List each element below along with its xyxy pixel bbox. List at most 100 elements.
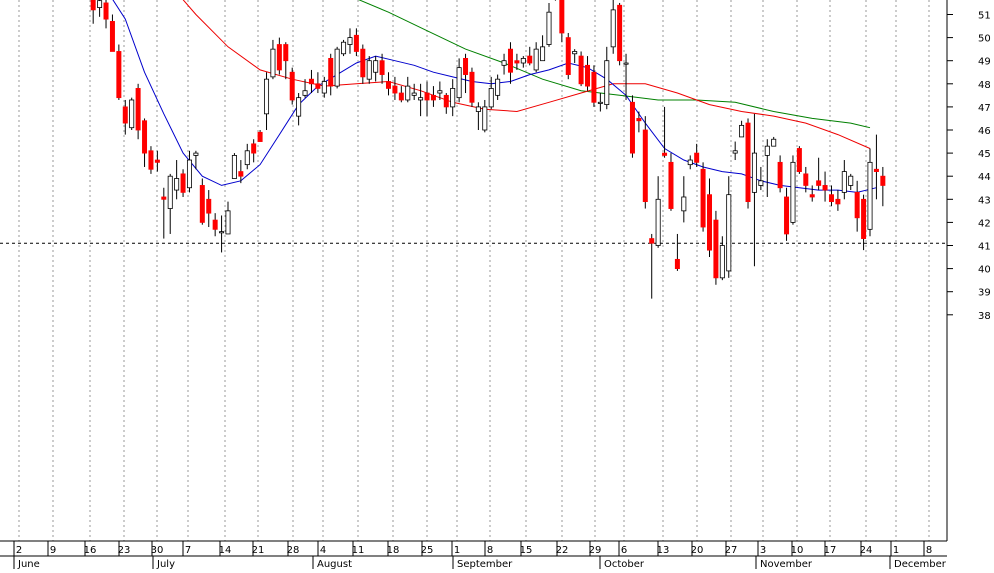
moving-average-slow (358, 0, 871, 129)
candle-body-down (585, 64, 591, 87)
moving-averages (112, 0, 877, 193)
candle (745, 118, 751, 209)
candle (835, 190, 841, 211)
candle-body-down (212, 219, 218, 230)
candle-body-down (251, 143, 257, 154)
candle (385, 72, 391, 96)
candle-body-up (270, 48, 276, 78)
candle-body-up (231, 155, 237, 179)
candle (206, 190, 212, 228)
candle (264, 72, 270, 130)
candle (450, 79, 456, 117)
candle (739, 120, 745, 138)
candle (122, 99, 128, 135)
candle (809, 185, 815, 202)
candle-body-up (244, 150, 250, 166)
candle (231, 153, 237, 179)
x-tick-label: 10 (791, 545, 804, 556)
candle (861, 194, 867, 251)
candle (848, 173, 854, 191)
x-tick-label: 3 (760, 545, 766, 556)
candle-body-up (186, 159, 192, 189)
candle-body-up (193, 152, 199, 156)
candle (418, 83, 424, 117)
candle-body-down (385, 81, 391, 89)
month-label: August (317, 559, 352, 569)
y-tick-label: 47 (978, 103, 991, 114)
candle-body-down (822, 185, 828, 191)
candle-body-down (662, 152, 668, 156)
candle-body-up (334, 48, 340, 87)
candle-body-down (861, 198, 867, 239)
y-tick-label: 49 (978, 57, 991, 68)
month-label: October (604, 559, 645, 569)
candle (488, 76, 494, 110)
candle (430, 86, 436, 107)
candle-body-down (707, 194, 713, 251)
y-tick-label: 40 (978, 265, 991, 276)
candle-body-up (848, 175, 854, 186)
y-tick-label: 45 (978, 149, 991, 160)
candle-body-down (360, 48, 366, 78)
candle (270, 39, 276, 80)
candle (276, 37, 282, 75)
candle (507, 42, 513, 84)
candle (629, 95, 635, 158)
candle (308, 69, 314, 94)
x-tick-label: 14 (219, 545, 232, 556)
candle (758, 166, 764, 191)
candle-body-up (732, 150, 738, 154)
candle (90, 0, 96, 24)
candle-body-down (392, 85, 398, 94)
candle (334, 46, 340, 89)
candle (501, 53, 507, 75)
candle (315, 72, 321, 94)
candle (700, 162, 706, 232)
candle-body-down (328, 57, 334, 87)
candle (97, 0, 103, 17)
y-tick-label: 43 (978, 195, 991, 206)
candle (353, 28, 359, 57)
candle-body-down (238, 171, 244, 177)
candle (174, 160, 180, 200)
candle (495, 74, 501, 100)
candle (732, 141, 738, 161)
candle (129, 97, 135, 130)
x-tick-label: 9 (50, 545, 56, 556)
candle (289, 67, 295, 105)
candle-body-down (880, 175, 886, 186)
candle (142, 118, 148, 167)
candle (180, 169, 186, 197)
candle-body-down (257, 131, 263, 142)
candle (610, 0, 616, 54)
candle-body-down (289, 71, 295, 101)
x-axis-ticks: 2 9 16 23 30 7 14 21 28 4 11 18 25 1 8 15 22 29 6 13 20 27 3 10… (13, 541, 947, 570)
x-tick-label: 25 (421, 545, 434, 556)
x-tick-label: 11 (352, 545, 365, 556)
candle (707, 178, 713, 258)
candle-body-up (751, 152, 757, 193)
candle (199, 178, 205, 225)
candle-body-down (578, 55, 584, 85)
candle-body-down (276, 44, 282, 71)
candle (366, 56, 372, 84)
candle-body-down (803, 173, 809, 186)
candle-body-down (674, 258, 680, 269)
candle-body-up (610, 9, 616, 48)
candle (154, 150, 160, 172)
candle-body-down (206, 198, 212, 214)
candle-body-up (681, 196, 687, 212)
y-tick-label: 38 (978, 311, 991, 322)
moving-average-fast (112, 0, 877, 193)
candle-body-up (546, 11, 552, 45)
x-tick-label: 21 (252, 545, 265, 556)
candle-body-up (167, 175, 173, 209)
candle (482, 99, 488, 133)
candle (321, 76, 327, 98)
candle-body-down (565, 37, 571, 75)
month-label: June (17, 559, 40, 569)
candle-body-down (854, 191, 860, 219)
candle-body-down (796, 148, 802, 172)
candle (585, 56, 591, 91)
candle-body-down (443, 94, 449, 108)
